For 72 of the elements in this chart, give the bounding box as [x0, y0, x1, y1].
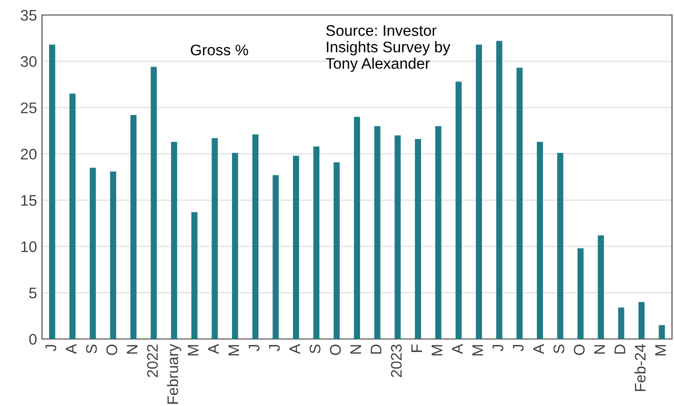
x-tick-label: D — [370, 344, 382, 354]
x-tick-label: 2023 — [390, 344, 402, 378]
x-tick-label: J — [513, 344, 524, 352]
x-tick-label: Feb-24 — [634, 344, 646, 392]
bar — [49, 44, 56, 339]
bar — [354, 116, 360, 339]
x-tick-label: N — [594, 345, 605, 354]
x-tick-label: S — [554, 344, 564, 354]
bar — [435, 126, 442, 339]
bar — [578, 248, 584, 339]
bar — [618, 308, 624, 339]
bar — [334, 162, 340, 339]
y-tick-label: 5 — [29, 288, 36, 298]
x-tick-label: A — [533, 344, 544, 354]
bar — [292, 156, 300, 339]
bar — [658, 325, 665, 339]
y-tick-label: 25 — [20, 102, 36, 114]
bar — [516, 68, 523, 339]
x-tick-label: A — [208, 344, 219, 354]
x-tick-label: J — [248, 344, 260, 352]
bar — [598, 235, 604, 339]
y-tick-label: 15 — [21, 195, 36, 206]
bar — [69, 94, 76, 339]
annotation: Gross % — [190, 44, 248, 56]
bar — [476, 44, 482, 339]
x-tick-label: M — [432, 345, 442, 356]
bar — [414, 139, 422, 339]
x-tick-label: M — [188, 345, 198, 356]
annotation: Source: Investor Insights Survey by Tony Alexander — [326, 25, 450, 72]
bar — [394, 135, 401, 339]
x-tick-label: A — [452, 344, 463, 354]
x-tick-label: 2022 — [147, 344, 158, 378]
bar — [638, 302, 645, 339]
y-tick-label: 20 — [20, 148, 37, 160]
x-tick-label: N — [350, 345, 361, 354]
x-tick-label: F — [411, 344, 422, 352]
x-tick-label: O — [106, 344, 118, 356]
bar — [252, 134, 258, 339]
bar — [232, 152, 238, 339]
x-tick-label: A — [289, 344, 300, 354]
x-tick-label: M — [655, 345, 666, 356]
bar — [150, 66, 157, 339]
bar — [90, 168, 96, 339]
x-tick-label: M — [472, 345, 483, 356]
bar — [212, 138, 218, 339]
x-tick-label: D — [614, 344, 626, 354]
bar — [536, 142, 543, 339]
x-tick-label: M — [228, 345, 240, 356]
x-tick-label: J — [492, 344, 504, 352]
bar — [496, 40, 502, 339]
x-tick-label: J — [269, 344, 280, 352]
x-tick-label: S — [86, 344, 97, 354]
x-tick-label: February — [166, 344, 182, 404]
x-tick-label: J — [46, 344, 56, 352]
bar — [110, 171, 116, 339]
bar — [272, 175, 279, 339]
bar — [130, 114, 136, 339]
bar — [171, 142, 178, 339]
y-tick-label: 30 — [20, 56, 37, 67]
bar — [374, 126, 380, 339]
x-tick-label: A — [66, 344, 76, 354]
bar — [557, 152, 564, 339]
y-tick-label: 10 — [21, 241, 37, 252]
bar — [191, 212, 198, 339]
y-tick-label: 0 — [29, 334, 37, 345]
bar — [456, 82, 462, 339]
y-tick-label: 35 — [20, 10, 36, 21]
x-tick-label: S — [310, 344, 320, 354]
x-tick-label: O — [574, 344, 585, 356]
x-tick-label: O — [330, 344, 341, 356]
x-tick-label: N — [126, 345, 138, 354]
bar — [313, 146, 320, 339]
